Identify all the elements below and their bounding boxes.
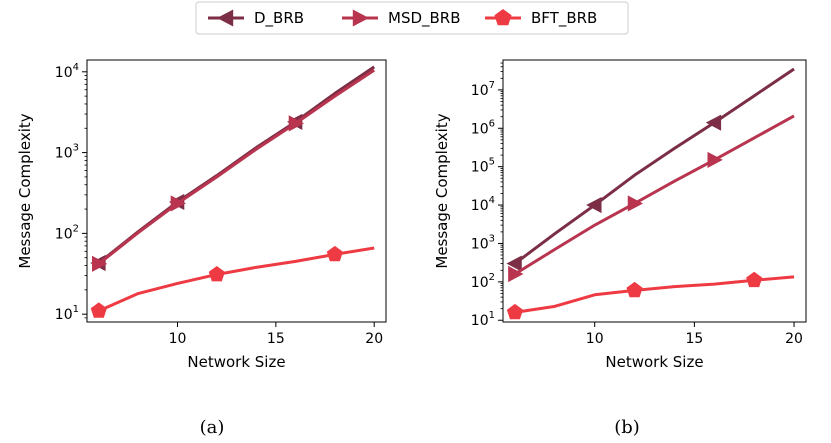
y-tick-label: 102 [471,272,495,291]
series-msd-brb [508,114,795,283]
x-tick-label: 10 [586,331,604,347]
x-tick-label: 15 [685,331,703,347]
series-bft-brb [90,245,375,318]
legend-entry-bft-brb: BFT_BRB [485,9,597,28]
data-point-marker [627,195,644,212]
panel-caption: (a) [200,417,225,438]
legend-marker-pentagon [494,9,512,26]
y-tick-label: 103 [55,143,79,162]
data-point-marker [705,114,722,131]
axes-frame [86,59,387,323]
data-point-marker [746,271,763,288]
x-axis-label: Network Size [605,353,703,371]
x-tick-label: 20 [365,331,383,347]
y-tick-label: 101 [55,304,79,323]
legend-label: BFT_BRB [531,9,597,28]
legend-label: D_BRB [254,9,304,28]
y-tick-label: 103 [471,233,495,252]
x-tick-label: 15 [267,331,285,347]
series-msd-brb [92,68,376,272]
data-point-marker [586,196,602,214]
y-tick-label: 104 [471,195,495,214]
y-axis-label: Message Complexity [433,113,451,268]
series-bft-brb [506,271,795,320]
data-point-marker [626,281,643,298]
data-point-marker [92,255,108,272]
legend-entry-d-brb: D_BRB [208,9,304,28]
legend-label: MSD_BRB [388,9,461,28]
series-line [514,114,795,276]
y-tick-label: 101 [471,310,495,329]
chart-panel-a: 101 102 103 104 10 15 20 Network Size Message Co… [16,59,387,438]
legend-marker-triangle-left [217,9,234,27]
legend-entry-msd-brb: MSD_BRB [342,9,461,28]
x-axis-label: Network Size [187,353,285,371]
chart-panel-b: 101 102 103 104 105 106 107 10 15 20 Network Size M… [433,59,807,438]
y-axis-label: Message Complexity [16,113,34,268]
y-tick-label: 105 [471,157,495,176]
y-tick-label: 102 [55,223,79,242]
y-tick-label: 104 [55,62,79,81]
data-point-marker [326,245,343,262]
data-point-marker [170,195,186,212]
y-tick-label: 106 [471,118,495,137]
data-point-marker [506,255,522,272]
data-point-marker [288,115,305,132]
y-tick-label: 107 [471,80,495,99]
data-point-marker [508,265,524,283]
axes-frame [502,59,807,323]
data-point-marker [506,303,524,320]
legend-marker-triangle-right [352,9,369,27]
data-point-marker [90,302,107,318]
series-line [514,67,795,265]
data-point-marker [208,265,225,282]
legend: D_BRB MSD_BRB BFT_BRB [195,1,629,35]
panel-caption: (b) [614,417,640,438]
x-tick-label: 10 [169,331,187,347]
series-d-brb [506,67,795,272]
x-tick-label: 20 [785,331,803,347]
series-line [97,68,376,265]
legend-frame [195,1,629,35]
data-point-marker [707,151,723,168]
